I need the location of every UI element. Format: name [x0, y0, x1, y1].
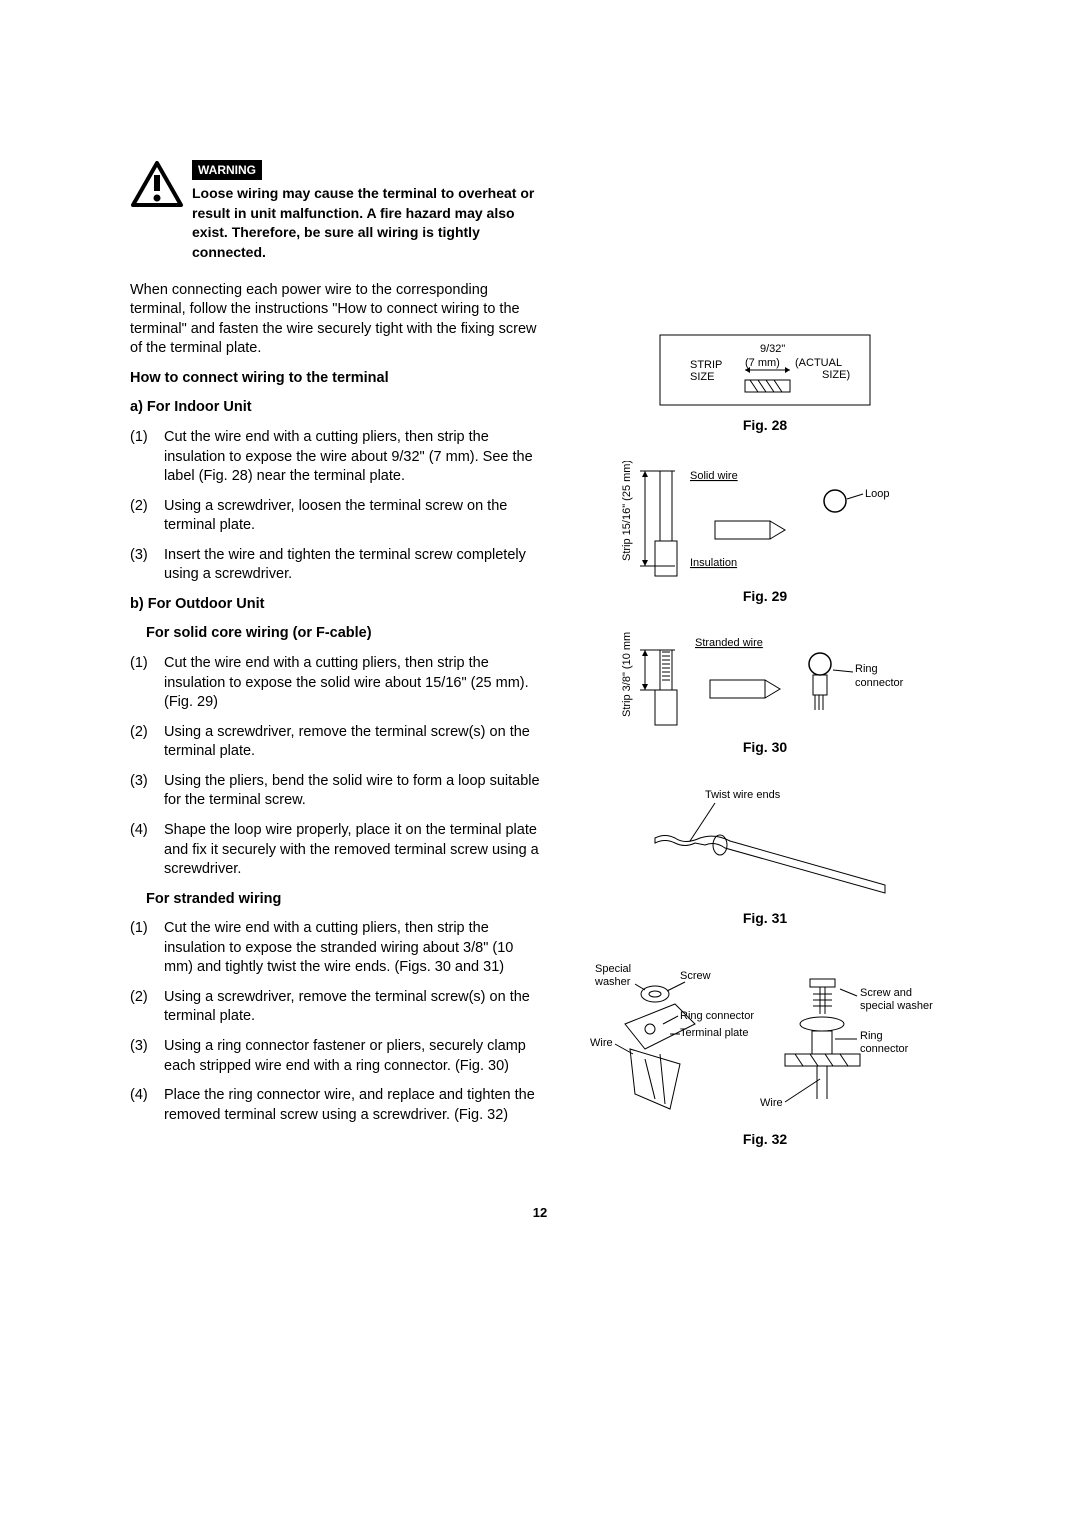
- fig32-screw-and: Screw and: [860, 987, 912, 999]
- item-text: Insert the wire and tighten the terminal…: [164, 546, 540, 585]
- item-text: Shape the loop wire properly, place it o…: [164, 821, 540, 880]
- fig32-special: Special: [595, 963, 631, 975]
- warning-block: WARNING Loose wiring may cause the termi…: [130, 160, 540, 263]
- item-number: (2): [130, 723, 154, 762]
- item-number: (4): [130, 1086, 154, 1125]
- right-column: STRIP SIZE 9/32" (7 mm) (ACTUAL SIZE) Fi…: [580, 160, 950, 1174]
- list-item: (2) Using a screwdriver, remove the term…: [130, 723, 540, 762]
- fig32-sp-washer: special washer: [860, 1000, 933, 1012]
- fig32-wire-left: Wire: [590, 1037, 613, 1049]
- item-text: Using a screwdriver, remove the terminal…: [164, 723, 540, 762]
- sub-solid-title: For solid core wiring (or F-cable): [130, 624, 540, 644]
- fig28-size-label: SIZE: [690, 371, 714, 383]
- list-item: (3) Using a ring connector fastener or p…: [130, 1037, 540, 1076]
- fig28-actual: (ACTUAL: [795, 357, 842, 369]
- fig28-strip-label: STRIP: [690, 359, 722, 371]
- fig30-caption: Fig. 30: [580, 738, 950, 757]
- item-text: Place the ring connector wire, and repla…: [164, 1086, 540, 1125]
- heading-main: How to connect wiring to the terminal: [130, 369, 540, 389]
- figure-31: Twist wire ends Fig. 31: [580, 783, 950, 928]
- fig30-ring: Ring: [855, 663, 878, 675]
- fig29-caption: Fig. 29: [580, 587, 950, 606]
- list-item: (2) Using a screwdriver, loosen the term…: [130, 497, 540, 536]
- item-text: Cut the wire end with a cutting pliers, …: [164, 654, 540, 713]
- list-item: (2) Using a screwdriver, remove the term…: [130, 988, 540, 1027]
- fig30-strip-label: Strip 3/8" (10 mm): [621, 632, 633, 717]
- page-number: 12: [130, 1204, 950, 1222]
- fig31-caption: Fig. 31: [580, 909, 950, 928]
- section-a-title: a) For Indoor Unit: [130, 398, 540, 418]
- fig32-caption: Fig. 32: [580, 1130, 950, 1149]
- item-text: Cut the wire end with a cutting pliers, …: [164, 428, 540, 487]
- warning-text: Loose wiring may cause the terminal to o…: [192, 184, 540, 262]
- list-item: (1) Cut the wire end with a cutting plie…: [130, 654, 540, 713]
- fig32-ring: Ring: [860, 1030, 883, 1042]
- item-number: (2): [130, 988, 154, 1027]
- item-number: (3): [130, 546, 154, 585]
- item-text: Using the pliers, bend the solid wire to…: [164, 772, 540, 811]
- list-item: (4) Place the ring connector wire, and r…: [130, 1086, 540, 1125]
- section-b-title: b) For Outdoor Unit: [130, 595, 540, 615]
- intro-paragraph: When connecting each power wire to the c…: [130, 281, 540, 359]
- figure-32: Special washer Screw Ring connector Term…: [580, 954, 950, 1149]
- fig29-strip-label: Strip 15/16" (25 mm): [621, 461, 633, 561]
- item-text: Using a screwdriver, loosen the terminal…: [164, 497, 540, 536]
- fig28-actual2: SIZE): [822, 369, 850, 381]
- fig29-solid: Solid wire: [690, 470, 738, 482]
- item-text: Cut the wire end with a cutting pliers, …: [164, 919, 540, 978]
- fig29-insulation: Insulation: [690, 557, 737, 569]
- figure-28: STRIP SIZE 9/32" (7 mm) (ACTUAL SIZE) Fi…: [580, 330, 950, 435]
- figure-30: Strip 3/8" (10 mm) Stranded wire Ring co…: [580, 632, 950, 757]
- fig29-loop: Loop: [865, 488, 889, 500]
- fig30-stranded: Stranded wire: [695, 637, 763, 649]
- fig30-connector: connector: [855, 677, 904, 689]
- left-column: WARNING Loose wiring may cause the termi…: [130, 160, 540, 1174]
- item-number: (3): [130, 772, 154, 811]
- item-number: (1): [130, 428, 154, 487]
- fig32-screw: Screw: [680, 970, 711, 982]
- figure-29: Strip 15/16" (25 mm) Solid wire Loop Ins…: [580, 461, 950, 606]
- fig32-connector: connector: [860, 1043, 909, 1055]
- list-item: (3) Using the pliers, bend the solid wir…: [130, 772, 540, 811]
- list-item: (1) Cut the wire end with a cutting plie…: [130, 428, 540, 487]
- item-text: Using a ring connector fastener or plier…: [164, 1037, 540, 1076]
- fig32-term-plate: Terminal plate: [680, 1027, 748, 1039]
- item-number: (2): [130, 497, 154, 536]
- item-number: (3): [130, 1037, 154, 1076]
- item-number: (4): [130, 821, 154, 880]
- warning-icon: [130, 160, 184, 208]
- list-item: (4) Shape the loop wire properly, place …: [130, 821, 540, 880]
- list-item: (3) Insert the wire and tighten the term…: [130, 546, 540, 585]
- fig32-washer: washer: [594, 976, 631, 988]
- list-item: (1) Cut the wire end with a cutting plie…: [130, 919, 540, 978]
- item-text: Using a screwdriver, remove the terminal…: [164, 988, 540, 1027]
- warning-label: WARNING: [192, 160, 262, 180]
- fig32-wire-bottom: Wire: [760, 1097, 783, 1109]
- item-number: (1): [130, 919, 154, 978]
- sub-stranded-title: For stranded wiring: [130, 890, 540, 910]
- fig31-twist: Twist wire ends: [705, 789, 781, 801]
- fig28-dim: 9/32": [760, 343, 785, 355]
- fig28-dim2: (7 mm): [745, 357, 780, 369]
- item-number: (1): [130, 654, 154, 713]
- fig28-caption: Fig. 28: [580, 416, 950, 435]
